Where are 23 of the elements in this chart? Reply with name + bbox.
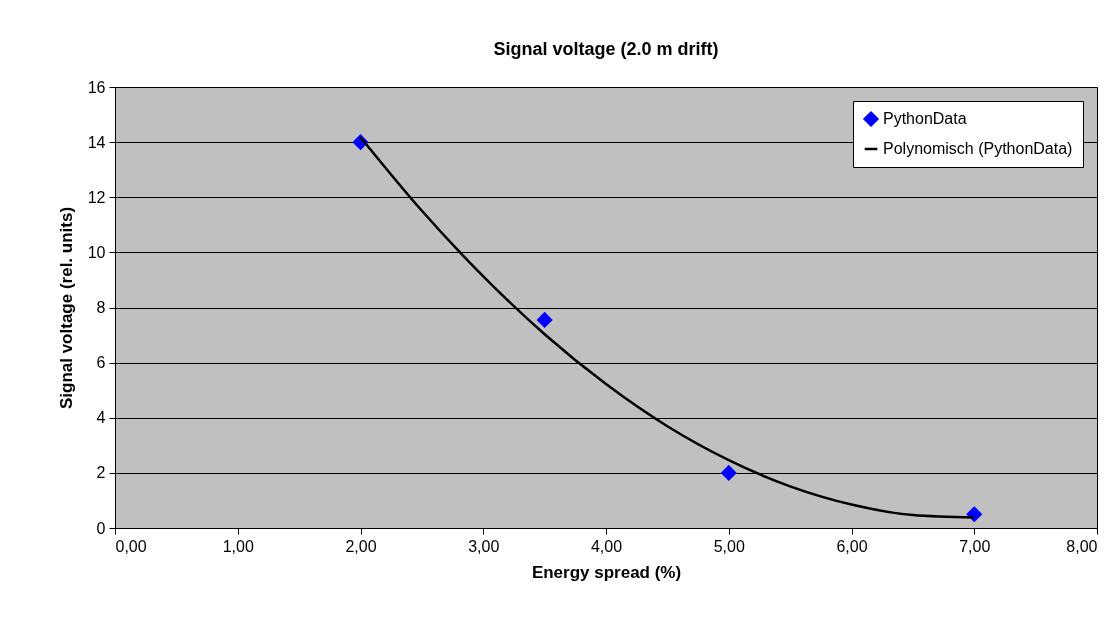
y-axis-title: Signal voltage (rel. units) [56,206,76,410]
y-tick-label: 0 [96,519,106,537]
x-tick-label: 4,00 [590,537,623,555]
x-axis-title: Energy spread (%) [531,562,682,582]
y-tick-label: 12 [87,188,106,206]
y-tick-label: 16 [87,78,106,96]
y-tick-label: 4 [96,409,106,427]
chart-title: Signal voltage (2.0 m drift) [493,39,719,59]
y-tick-label: 6 [96,354,106,372]
x-tick-label: 7,00 [959,537,991,555]
x-tick-label: 2,00 [345,537,377,555]
y-tick-label: 8 [96,299,106,316]
y-tick-label: 14 [87,133,106,151]
legend-label: Polynomisch (PythonData) [883,140,1073,157]
x-tick-label: 0,00 [115,537,147,555]
x-tick-label: 6,00 [836,537,868,555]
x-tick-label: 3,00 [468,537,500,555]
y-tick-label: 2 [96,464,106,482]
x-tick-label: 5,00 [713,537,745,555]
y-tick-label: 10 [87,243,106,261]
x-tick-label: 1,00 [222,537,254,555]
x-tick-label: 8,00 [1066,537,1098,555]
legend-label: PythonData [883,110,967,127]
